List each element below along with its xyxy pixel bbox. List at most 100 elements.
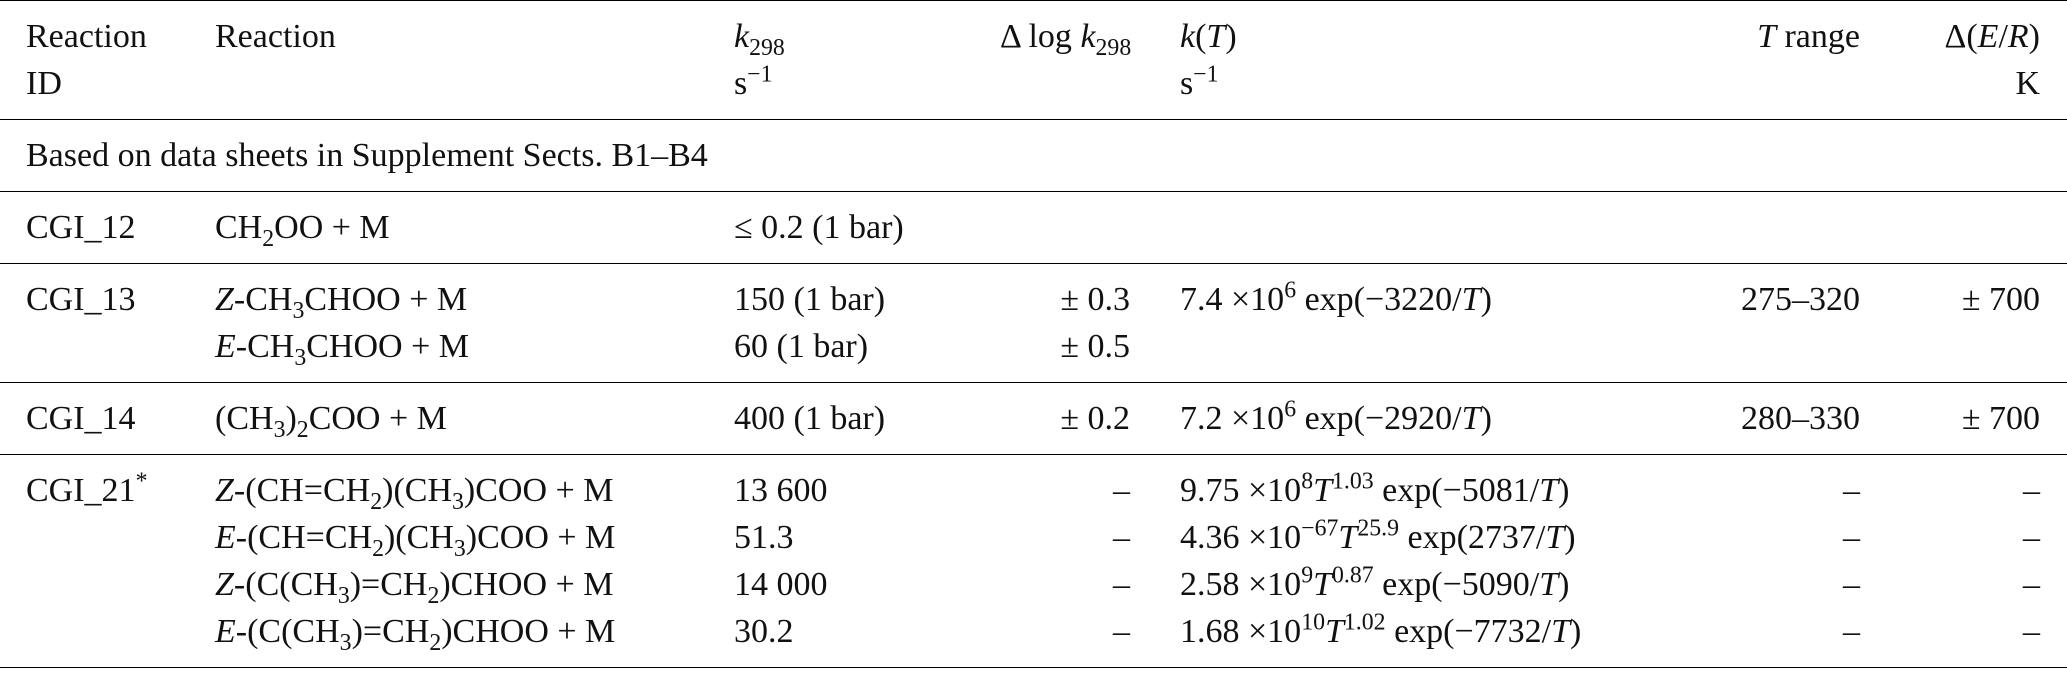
- sub-run: 3: [294, 344, 307, 371]
- table-cell: –: [1870, 561, 2067, 608]
- table-cell: –: [1870, 454, 2067, 514]
- table-cell: –: [1700, 608, 1870, 668]
- text-run: 13 600: [734, 472, 828, 509]
- table-cell: [1140, 191, 1700, 264]
- table-cell: CH2OO + M: [215, 191, 734, 264]
- text-run: ): [2028, 18, 2040, 55]
- table-row: Z-(C(CH3)=CH2)CHOO + M 14 000–2.58 ×109T0…: [0, 561, 2067, 608]
- table-row: E-(CH=CH2)(CH3)COO + M 51.3–4.36 ×10−67T2…: [0, 514, 2067, 561]
- text-run: Reaction: [215, 18, 336, 55]
- italic-run: T: [1539, 472, 1559, 509]
- text-run: ): [1480, 281, 1492, 318]
- sub-run: 3: [273, 416, 286, 443]
- header-cell: k(T) s−1: [1140, 0, 1700, 120]
- header-cell: Reaction: [215, 0, 734, 120]
- text-run: exp(−5090/: [1373, 566, 1540, 603]
- table-cell: –: [1700, 561, 1870, 608]
- table-cell: [1870, 191, 2067, 264]
- italic-run: T: [1313, 472, 1333, 509]
- sup-run: −67: [1301, 515, 1339, 542]
- text-run: –: [1113, 613, 1130, 650]
- table-cell: [0, 561, 215, 608]
- text-run: -(C(CH: [235, 613, 340, 650]
- text-run: ± 0.2: [1060, 400, 1130, 437]
- italic-run: k: [1180, 18, 1196, 55]
- table-cell: CGI_13: [0, 263, 215, 323]
- text-run: 9.75 ×10: [1180, 472, 1302, 509]
- section-cell: Based on data sheets in Supplement Sects…: [0, 119, 2067, 192]
- text-run: )COO + M: [463, 472, 614, 509]
- sup-run: −1: [747, 61, 773, 88]
- text-run: 400 (1 bar): [734, 400, 886, 437]
- table-cell: [1000, 191, 1140, 264]
- table-cell: ± 700: [1870, 263, 2067, 323]
- table-cell: E-(C(CH3)=CH2)CHOO + M: [215, 608, 734, 668]
- text-run: ID: [26, 65, 62, 102]
- sub-run: 2: [296, 416, 309, 443]
- text-run: -(CH=CH: [235, 519, 373, 556]
- table-cell: –: [1000, 608, 1140, 668]
- header-cell: T range: [1700, 0, 1870, 120]
- italic-run: k: [1080, 18, 1096, 55]
- text-run: exp(−2920/: [1296, 400, 1462, 437]
- text-run: Reaction: [26, 18, 147, 55]
- text-run: 60 (1 bar): [734, 328, 869, 365]
- italic-run: E: [1977, 18, 1999, 55]
- text-run: ): [1558, 472, 1570, 509]
- text-run: CGI_12: [26, 209, 136, 246]
- table-cell: [1700, 191, 1870, 264]
- header-line: ID: [26, 60, 215, 107]
- sub-run: 2: [429, 629, 442, 656]
- text-run: 150 (1 bar): [734, 281, 886, 318]
- table-cell: 2.58 ×109T0.87 exp(−5090/T): [1140, 561, 1700, 608]
- italic-run: E: [215, 328, 236, 365]
- text-run: ± 0.5: [1060, 328, 1130, 365]
- sup-run: 1.03: [1332, 468, 1374, 495]
- sup-run: 1.02: [1343, 609, 1386, 636]
- text-run: 51.3: [734, 519, 794, 556]
- text-run: 7.4 ×10: [1180, 281, 1285, 318]
- header-row: Reaction ID Reaction k298 s−1 Δ log k298 k(T) s…: [0, 0, 2067, 120]
- italic-run: Z: [215, 472, 234, 509]
- italic-run: T: [1313, 566, 1333, 603]
- italic-run: T: [1324, 613, 1344, 650]
- text-run: /: [1998, 18, 2008, 55]
- text-run: 30.2: [734, 613, 794, 650]
- table-cell: 4.36 ×10−67T25.9 exp(2737/T): [1140, 514, 1700, 561]
- header-line: k298: [734, 13, 1000, 60]
- table-row: E-CH3CHOO + M 60 (1 bar) ± 0.5: [0, 323, 2067, 383]
- table-cell: ± 700: [1870, 382, 2067, 455]
- table-cell: [0, 608, 215, 668]
- sup-run: 6: [1284, 396, 1297, 423]
- sub-run: 3: [452, 488, 464, 515]
- text-run: COO + M: [308, 400, 447, 437]
- table-cell: ≤ 0.2 (1 bar): [734, 191, 1000, 264]
- table-cell: CGI_12: [0, 191, 215, 264]
- text-run: )CHOO + M: [439, 566, 614, 603]
- sub-run: 298: [749, 34, 785, 61]
- sub-run: 2: [372, 535, 384, 562]
- text-run: –: [1113, 472, 1130, 509]
- italic-run: T: [1539, 566, 1559, 603]
- text-run: 2.58 ×10: [1180, 566, 1302, 603]
- sub-run: 3: [337, 582, 350, 609]
- header-line: s−1: [1180, 60, 1700, 107]
- text-run: 14 000: [734, 566, 828, 603]
- table-cell: 1.68 ×1010T1.02 exp(−7732/T): [1140, 608, 1700, 668]
- sub-run: 3: [339, 629, 352, 656]
- header-cell: Δ log k298: [1000, 0, 1140, 120]
- table-cell: [0, 323, 215, 383]
- italic-run: T: [1338, 519, 1358, 556]
- text-run: ): [1225, 18, 1237, 55]
- italic-run: T: [1551, 613, 1571, 650]
- text-run: ): [1570, 613, 1582, 650]
- table-cell: Z-(CH=CH2)(CH3)COO + M: [215, 454, 734, 515]
- text-run: Δ(: [1944, 18, 1978, 55]
- text-run: (: [1195, 18, 1207, 55]
- table-cell: 60 (1 bar): [734, 323, 1000, 383]
- italic-run: T: [1206, 18, 1226, 55]
- table-cell: –: [1700, 514, 1870, 561]
- text-run: 4.36 ×10: [1180, 519, 1302, 556]
- text-run: exp(−3220/: [1296, 281, 1462, 318]
